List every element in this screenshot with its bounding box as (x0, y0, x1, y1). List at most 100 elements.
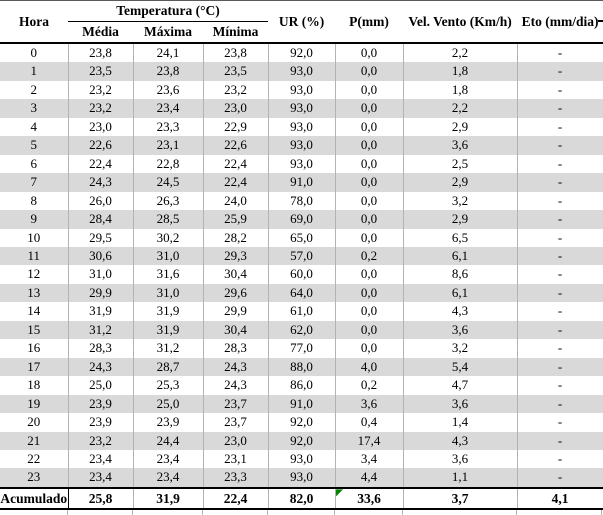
col-header-media: Média (68, 21, 133, 43)
cell-temp-minima: 23,0 (202, 99, 269, 118)
cell-hora: 9 (0, 210, 69, 229)
cell-hora: 17 (0, 357, 69, 377)
table-row: 2 23,2 23,6 23,2 93,0 0,0 1,8- (0, 80, 603, 100)
cell-ur: 93,0 (267, 136, 336, 155)
cell-temp-minima: 29,6 (202, 283, 269, 303)
cell-hora: 22 (0, 449, 69, 469)
cell-ur: 93,0 (267, 449, 336, 469)
acumulado-eto: 4,1 (516, 487, 603, 510)
table-row: 18 25,0 25,3 24,3 86,0 0,2 4,7- (0, 376, 603, 395)
acumulado-minima: 22,4 (202, 487, 269, 510)
cell-temp-maxima: 23,6 (132, 80, 204, 100)
cell-hora: 8 (0, 191, 69, 211)
cell-p: 0,0 (334, 210, 404, 229)
cell-ur: 57,0 (267, 246, 336, 266)
cell-ur: 60,0 (267, 265, 336, 284)
cell-temp-media: 23,2 (67, 80, 134, 100)
cell-eto: - (516, 173, 603, 192)
cell-eto: - (516, 265, 603, 284)
cell-temp-maxima: 23,4 (132, 99, 204, 118)
cell-vel-vento: 6,1 (402, 246, 518, 266)
cell-eto: - (516, 191, 603, 211)
cell-eto: - (516, 339, 603, 358)
cell-temp-minima: 22,9 (202, 117, 269, 137)
cell-temp-minima: 28,2 (202, 228, 269, 247)
cell-hora: 3 (0, 99, 69, 118)
cell-vel-vento: 1,8 (402, 80, 518, 100)
cell-p: 0,0 (334, 154, 404, 174)
cell-ur: 91,0 (267, 173, 336, 192)
cell-p: 0,0 (334, 99, 404, 118)
cell-vel-vento: 6,1 (402, 283, 518, 303)
cell-eto: - (516, 80, 603, 100)
cell-temp-minima: 30,4 (202, 265, 269, 284)
cell-eto: - (516, 283, 603, 303)
cell-ur: 86,0 (267, 376, 336, 395)
cell-temp-minima: 23,3 (202, 468, 269, 488)
cell-temp-minima: 23,8 (202, 43, 269, 63)
cell-hora: 15 (0, 320, 69, 340)
cell-vel-vento: 2,2 (402, 43, 518, 63)
table-row: 13 29,9 31,0 29,6 64,0 0,0 6,1- (0, 283, 603, 303)
cell-ur: 91,0 (267, 394, 336, 414)
cell-temp-media: 31,0 (67, 265, 134, 284)
cell-vel-vento: 3,2 (402, 339, 518, 358)
table-row: 15 31,2 31,9 30,4 62,0 0,0 3,6- (0, 320, 603, 340)
cell-temp-media: 24,3 (67, 357, 134, 377)
cell-ur: 62,0 (267, 320, 336, 340)
col-header-maxima: Máxima (133, 21, 203, 43)
cell-hora: 6 (0, 154, 69, 174)
cell-vel-vento: 1,4 (402, 413, 518, 432)
col-header-minima: Mínima (203, 21, 269, 43)
cell-temp-media: 23,2 (67, 431, 134, 450)
error-triangle-icon (336, 489, 344, 497)
acumulado-p-value: 33,6 (357, 490, 381, 506)
cell-temp-media: 25,0 (67, 376, 134, 395)
cell-vel-vento: 3,6 (402, 136, 518, 155)
cell-temp-minima: 22,6 (202, 136, 269, 155)
cell-temp-maxima: 23,4 (132, 468, 204, 488)
cell-p: 0,0 (334, 173, 404, 192)
cell-vel-vento: 3,6 (402, 449, 518, 469)
cell-ur: 92,0 (267, 43, 336, 63)
cell-ur: 64,0 (267, 283, 336, 303)
cell-temp-maxima: 23,8 (132, 62, 204, 81)
cell-temp-maxima: 24,1 (132, 43, 204, 63)
cell-temp-maxima: 22,8 (132, 154, 204, 174)
cell-temp-media: 29,5 (67, 228, 134, 247)
cell-hora: 7 (0, 173, 69, 192)
cell-hora: 5 (0, 136, 69, 155)
table-row: 1 23,5 23,8 23,5 93,0 0,0 1,8- (0, 62, 603, 81)
cell-eto: - (516, 228, 603, 247)
cell-vel-vento: 4,7 (402, 376, 518, 395)
cell-vel-vento: 2,2 (402, 99, 518, 118)
acumulado-p: 33,6 (334, 487, 404, 510)
cell-temp-minima: 24,3 (202, 357, 269, 377)
table-row: 10 29,5 30,2 28,2 65,0 0,0 6,5- (0, 228, 603, 247)
cell-temp-media: 23,9 (67, 394, 134, 414)
cell-eto: - (516, 394, 603, 414)
cell-ur: 93,0 (267, 117, 336, 137)
cell-p: 0,0 (334, 265, 404, 284)
cell-temp-media: 22,6 (67, 136, 134, 155)
cell-hora: 10 (0, 228, 69, 247)
cell-ur: 93,0 (267, 80, 336, 100)
cell-eto: - (516, 99, 603, 118)
table-row: 11 30,6 31,0 29,3 57,0 0,2 6,1- (0, 246, 603, 266)
cell-hora: 1 (0, 62, 69, 81)
cell-temp-media: 29,9 (67, 283, 134, 303)
cell-temp-minima: 22,4 (202, 173, 269, 192)
cell-temp-minima: 29,3 (202, 246, 269, 266)
cell-p: 0,2 (334, 376, 404, 395)
cell-eto: - (516, 62, 603, 81)
cell-p: 0,0 (334, 302, 404, 321)
cell-temp-maxima: 30,2 (132, 228, 204, 247)
table-row: 6 22,4 22,8 22,4 93,0 0,0 2,5- (0, 154, 603, 174)
grid-column-stubs (0, 510, 603, 515)
cell-p: 0,0 (334, 228, 404, 247)
cell-vel-vento: 2,9 (402, 173, 518, 192)
cell-temp-media: 31,2 (67, 320, 134, 340)
cell-temp-minima: 22,4 (202, 154, 269, 174)
acumulado-label: Acumulado (0, 487, 69, 510)
